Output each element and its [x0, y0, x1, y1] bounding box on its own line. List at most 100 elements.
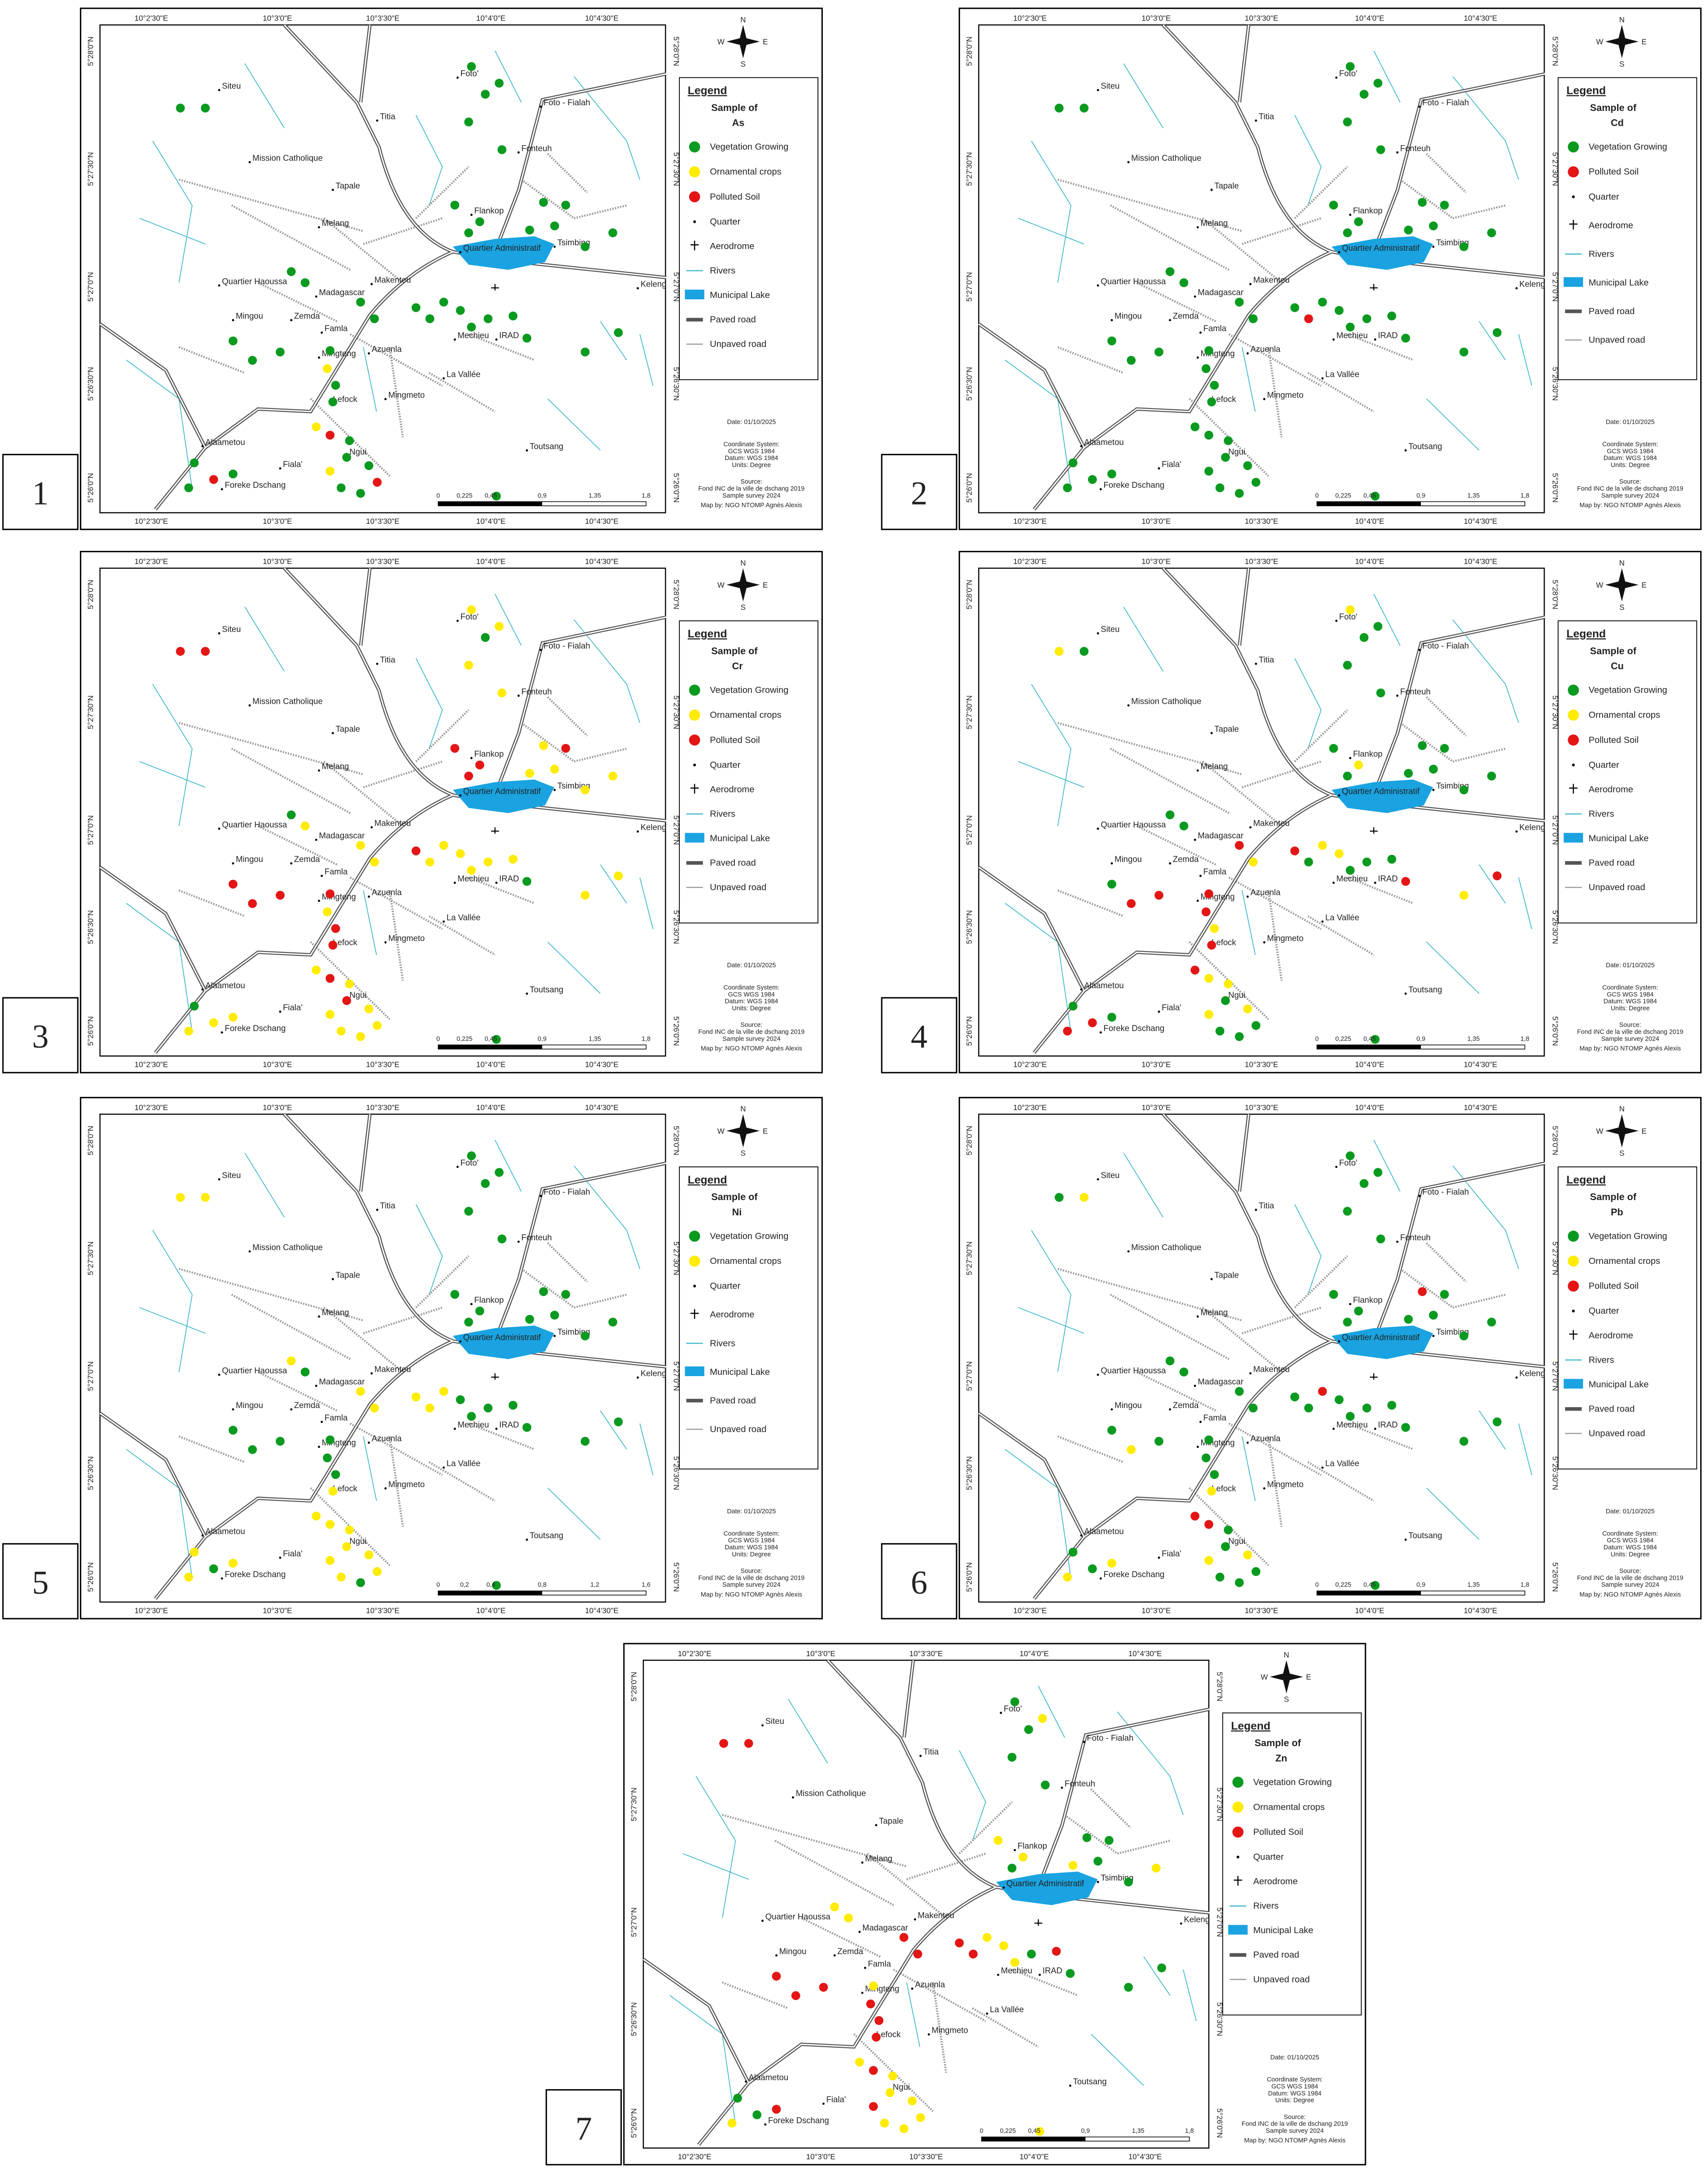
legend-symbol: [1572, 195, 1575, 198]
legend-title: Legend: [688, 85, 727, 97]
sample-point: [608, 772, 617, 781]
sample-point: [1404, 768, 1413, 778]
quarter-marker: [279, 1010, 281, 1013]
quarter-marker: [540, 105, 542, 108]
legend-swatch: [1232, 1801, 1244, 1813]
sample-point: [1373, 1168, 1382, 1177]
legend-item: Quarter: [710, 217, 741, 227]
quarter-marker: [1083, 1740, 1085, 1743]
place-name: Quartier Administratif: [463, 1333, 541, 1343]
map-note: Datum: WGS 1984: [725, 998, 778, 1005]
map-note: Sample survey 2024: [1266, 2128, 1324, 2135]
place-name: Fiala': [283, 1003, 303, 1013]
y-axis-label: 5°26'30"N: [86, 367, 95, 401]
quarter-marker: [1199, 331, 1202, 334]
place-name: Melang: [1201, 762, 1228, 772]
sample-point: [495, 79, 504, 88]
place-name: Mingou: [236, 855, 263, 864]
compass-letter: W: [1596, 581, 1604, 589]
place-name: Ngui: [350, 991, 367, 1000]
x-axis-label: 10°4'0"E: [476, 1103, 506, 1112]
legend-item: Polluted Soil: [710, 735, 760, 745]
sample-point: [326, 346, 335, 355]
y-axis-label: 5°27'0"N: [1551, 272, 1559, 302]
scale-bar-fill: [438, 1591, 542, 1595]
place-name: Mission Catholique: [1131, 697, 1202, 706]
place-name: Keleng: [1519, 823, 1545, 832]
legend-title: Legend: [1566, 628, 1606, 640]
quarter-marker: [1080, 445, 1083, 447]
sample-point: [1243, 461, 1252, 471]
legend-item: Vegetation Growing: [1589, 685, 1667, 695]
legend-item: Unpaved road: [1589, 1428, 1645, 1438]
legend: Legend Sample of Pb Vegetation Growing Ornam…: [1558, 1166, 1698, 1470]
sample-point: [1362, 1403, 1372, 1413]
y-axis-label: 5°28'0"N: [1551, 1126, 1559, 1156]
quarter-marker: [761, 1920, 764, 1922]
sample-point: [885, 2088, 895, 2097]
place-name: Foto - Fialah: [1422, 642, 1469, 651]
panel-number-box: [881, 453, 957, 530]
place-name: Melang: [865, 1854, 892, 1863]
quarter-marker: [495, 1427, 498, 1430]
quarter-marker: [1396, 151, 1399, 154]
sample-point: [1334, 1395, 1344, 1405]
sample-point: [326, 1520, 335, 1529]
sample-point: [899, 1933, 908, 1942]
sample-point: [439, 1387, 448, 1396]
quarter-marker: [318, 1315, 320, 1318]
place-name: Zemda: [1173, 312, 1199, 321]
place-name: Makenteu: [374, 1365, 411, 1374]
sample-point: [370, 314, 379, 323]
quarter-marker: [1157, 1557, 1160, 1559]
sample-point: [1343, 661, 1352, 670]
compass-letter: E: [1642, 38, 1647, 46]
sample-point: [450, 201, 460, 210]
sample-point: [326, 430, 335, 440]
place-name: Madagascar: [319, 1377, 365, 1387]
place-name: Foreke Dschang: [768, 2116, 829, 2125]
place-name: Mechieu: [457, 331, 489, 340]
sample-point: [1459, 1436, 1469, 1446]
quarter-marker: [1335, 1166, 1337, 1168]
legend-item: Polluted Soil: [1589, 1281, 1639, 1291]
sample-point: [772, 1972, 781, 1981]
sample-point: [342, 1542, 351, 1551]
quarter-marker: [1515, 287, 1518, 290]
sample-point: [1165, 1356, 1174, 1366]
place-name: Quartier Administratif: [1006, 1879, 1084, 1888]
sample-point: [201, 647, 210, 656]
scale-label: 0,225: [1335, 492, 1351, 499]
x-axis-label: 10°3'30"E: [1245, 14, 1278, 23]
map-frame: [978, 567, 1545, 1057]
sample-point: [580, 785, 590, 795]
quarter-marker: [201, 445, 204, 447]
place-name: Titia: [380, 1201, 396, 1211]
legend-item: Municipal Lake: [1253, 1925, 1313, 1935]
quarter-marker: [221, 1577, 223, 1580]
y-axis-label: 5°27'30"N: [672, 695, 681, 730]
x-axis-label: 10°4'0"E: [476, 1060, 506, 1069]
place-name: IRAD: [1378, 875, 1398, 884]
sample-point: [869, 2066, 878, 2075]
place-name: Keleng: [641, 1369, 666, 1378]
legend-swatch: [689, 141, 700, 152]
map-note: Fond INC de la ville de dschang 2019: [698, 1028, 804, 1035]
place-name: Fonteuh: [1400, 144, 1431, 153]
sample-point: [1038, 1714, 1047, 1723]
sample-point: [411, 846, 421, 855]
place-name: La Vallée: [1325, 913, 1359, 922]
quarter-marker: [1210, 1278, 1213, 1280]
quarter-marker: [553, 789, 556, 791]
sample-point: [550, 765, 559, 774]
y-axis-label: 5°27'30"N: [965, 695, 974, 730]
compass: [726, 1114, 760, 1148]
place-name: Foto - Fialah: [544, 98, 590, 107]
sample-point: [1343, 1318, 1352, 1327]
quarter-marker: [318, 1446, 320, 1448]
sample-point: [1387, 855, 1396, 864]
x-axis-label: 10°3'0"E: [1142, 1060, 1171, 1069]
sample-point: [1343, 118, 1352, 127]
sample-point: [312, 422, 321, 432]
place-name: Mechieu: [1336, 875, 1368, 884]
